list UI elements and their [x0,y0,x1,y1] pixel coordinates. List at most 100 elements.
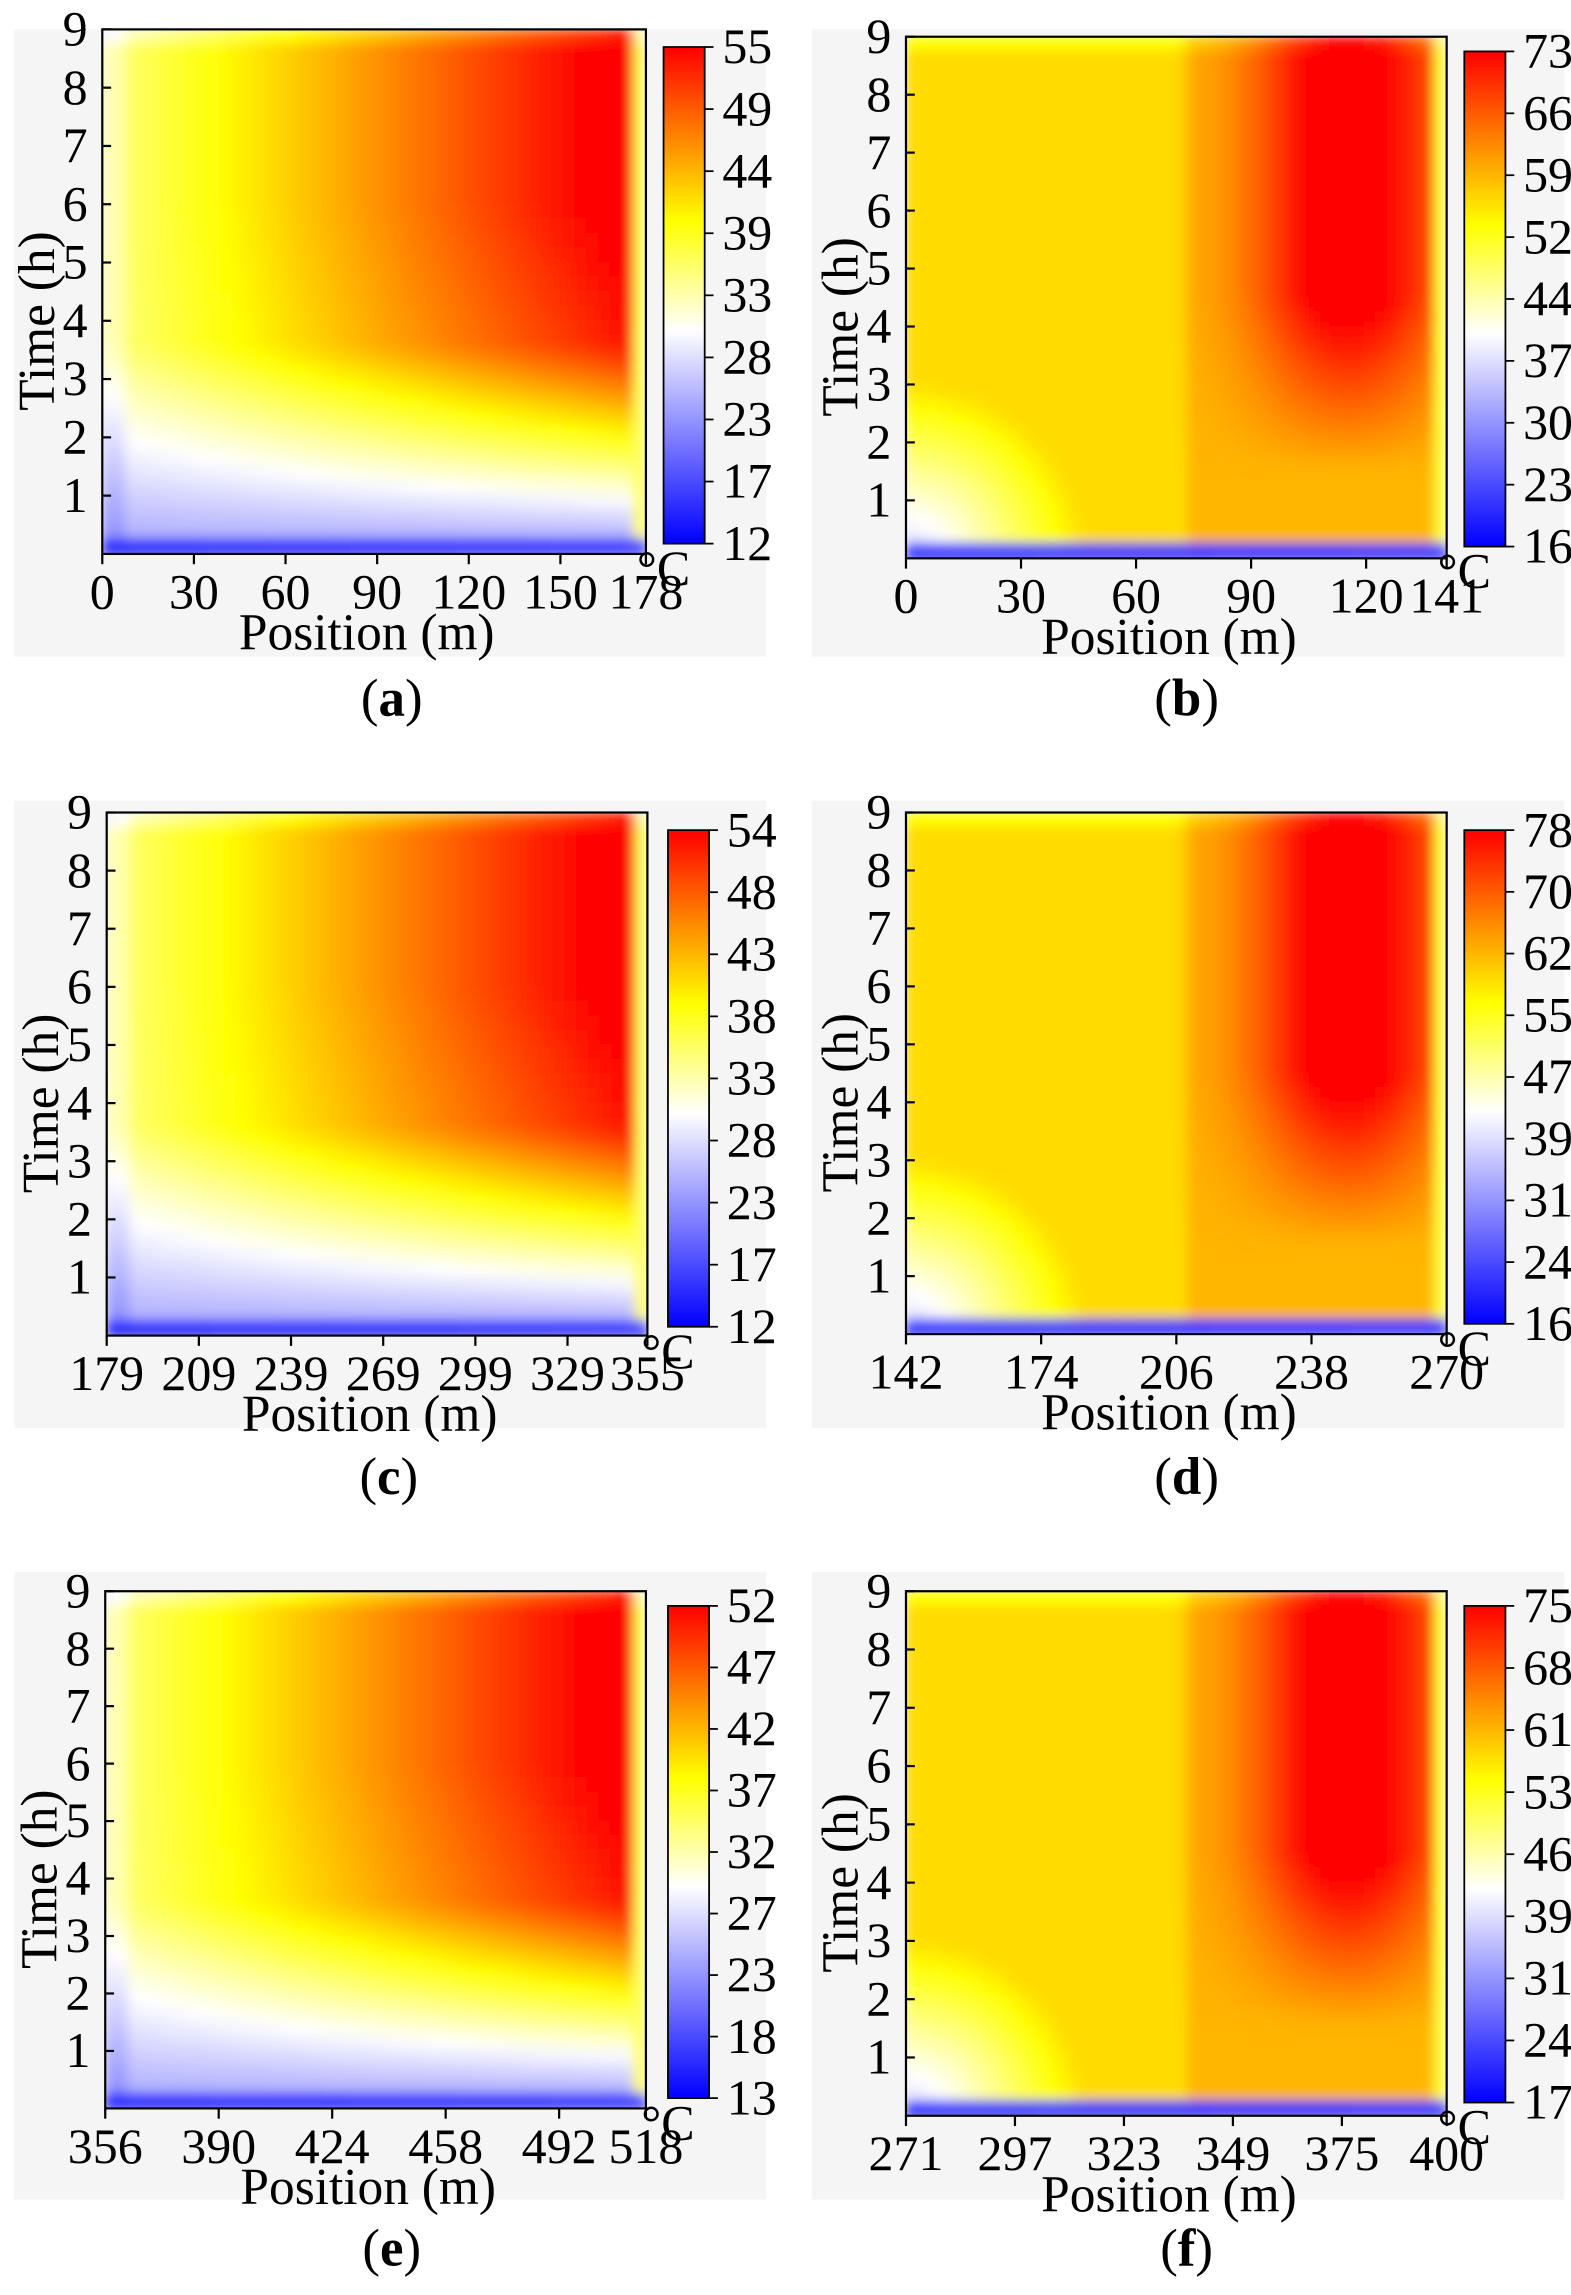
heatmap-cell [337,494,352,511]
heatmap-cell [176,1116,190,1133]
heatmap-cell [1105,151,1119,168]
heatmap-cell [302,334,316,351]
heatmap-cell [527,72,541,89]
heatmap-cell [964,398,978,415]
heatmap-cell [940,369,954,386]
heatmap-cell [258,1291,272,1308]
heatmap-cell [397,116,411,133]
colorbar-tick-label: 30 [1523,394,1571,450]
heatmap-cell [117,913,131,930]
heatmap-cell [196,218,210,235]
heatmap-cell [176,971,190,988]
heatmap-cell [1375,50,1389,67]
heatmap-cell [385,203,399,220]
heatmap-cell [408,232,423,249]
heatmap-cell [148,232,163,249]
heatmap-cell [952,282,966,299]
heatmap-cell [408,305,423,322]
heatmap-cell [223,1204,237,1221]
heatmap-cell [587,869,602,886]
heatmap-cell [444,261,458,278]
heatmap-cell [235,898,249,915]
heatmap-cell [515,130,529,147]
heatmap-cell [337,203,352,220]
heatmap-cell [928,340,942,357]
heatmap-cell [196,494,210,511]
heatmap-cell [1269,441,1283,458]
heatmap-cell [1398,441,1413,458]
heatmap-cell [196,276,210,293]
heatmap-cell [302,116,316,133]
heatmap-cell [1410,64,1424,81]
heatmap-cell [482,1189,496,1206]
heatmap-cell [540,1305,555,1322]
heatmap-cell [207,203,222,220]
heatmap-cell [117,928,131,945]
heatmap-cell [552,1000,566,1017]
heatmap-cell [1304,209,1319,226]
heatmap-cell [294,942,308,959]
heatmap-cell [1199,282,1213,299]
heatmap-cell [113,203,127,220]
heatmap-cell [574,72,588,89]
heatmap-cell [928,470,942,487]
heatmap-cell [1081,441,1095,458]
heatmap-cell [493,1116,508,1133]
heatmap-cell [388,986,402,1003]
heatmap-cell [1387,166,1401,183]
heatmap-cell [223,1305,237,1322]
heatmap-cell [444,188,458,205]
heatmap-cell [1175,456,1189,473]
heatmap-cell [137,363,151,380]
heatmap-cell [314,116,328,133]
heatmap-cell [444,290,458,307]
heatmap-cell [172,276,186,293]
heatmap-cell [176,1015,190,1032]
heatmap-cell [470,1015,484,1032]
heatmap-cell [446,1247,461,1264]
heatmap-cell [1011,354,1025,371]
heatmap-cell [326,247,340,264]
heatmap-cell [152,1087,167,1104]
heatmap-cell [1152,195,1166,212]
y-tick-label: 9 [63,1,88,57]
heatmap-cell [1387,296,1401,313]
heatmap-cell [574,174,588,191]
heatmap-cell [621,86,635,103]
heatmap-cell [1128,238,1142,255]
heatmap-cell [458,1029,472,1046]
heatmap-cell [211,1305,225,1322]
heatmap-cell [113,57,127,74]
heatmap-cell [397,101,411,118]
heatmap-cell [1293,528,1307,545]
heatmap-cell [633,174,646,191]
heatmap-cell [305,884,320,901]
heatmap-cell [258,928,272,945]
heatmap-cell [258,1189,272,1206]
heatmap-cell [270,1233,284,1250]
heatmap-cell [470,1145,484,1162]
heatmap-cell [597,480,612,497]
heatmap-cell [172,232,186,249]
heatmap-cell [493,971,508,988]
heatmap-cell [952,427,966,444]
heatmap-cell [1269,427,1283,444]
heatmap-cell [444,320,458,337]
heatmap-cell [633,422,646,439]
y-tick-label: 5 [63,234,88,290]
heatmap-cell [423,1160,437,1177]
heatmap-cell [388,1204,402,1221]
heatmap-cell [467,494,482,511]
heatmap-cell [207,276,222,293]
heatmap-cell [290,261,304,278]
heatmap-cell [235,1204,249,1221]
heatmap-cell [1069,50,1084,67]
heatmap-cell [611,898,625,915]
heatmap-cell [1257,325,1272,342]
heatmap-cell [341,1058,355,1075]
heatmap-cell [148,451,163,468]
heatmap-cell [1387,195,1401,212]
heatmap-cell [152,971,167,988]
heatmap-cell [905,369,919,386]
heatmap-cell [125,101,139,118]
